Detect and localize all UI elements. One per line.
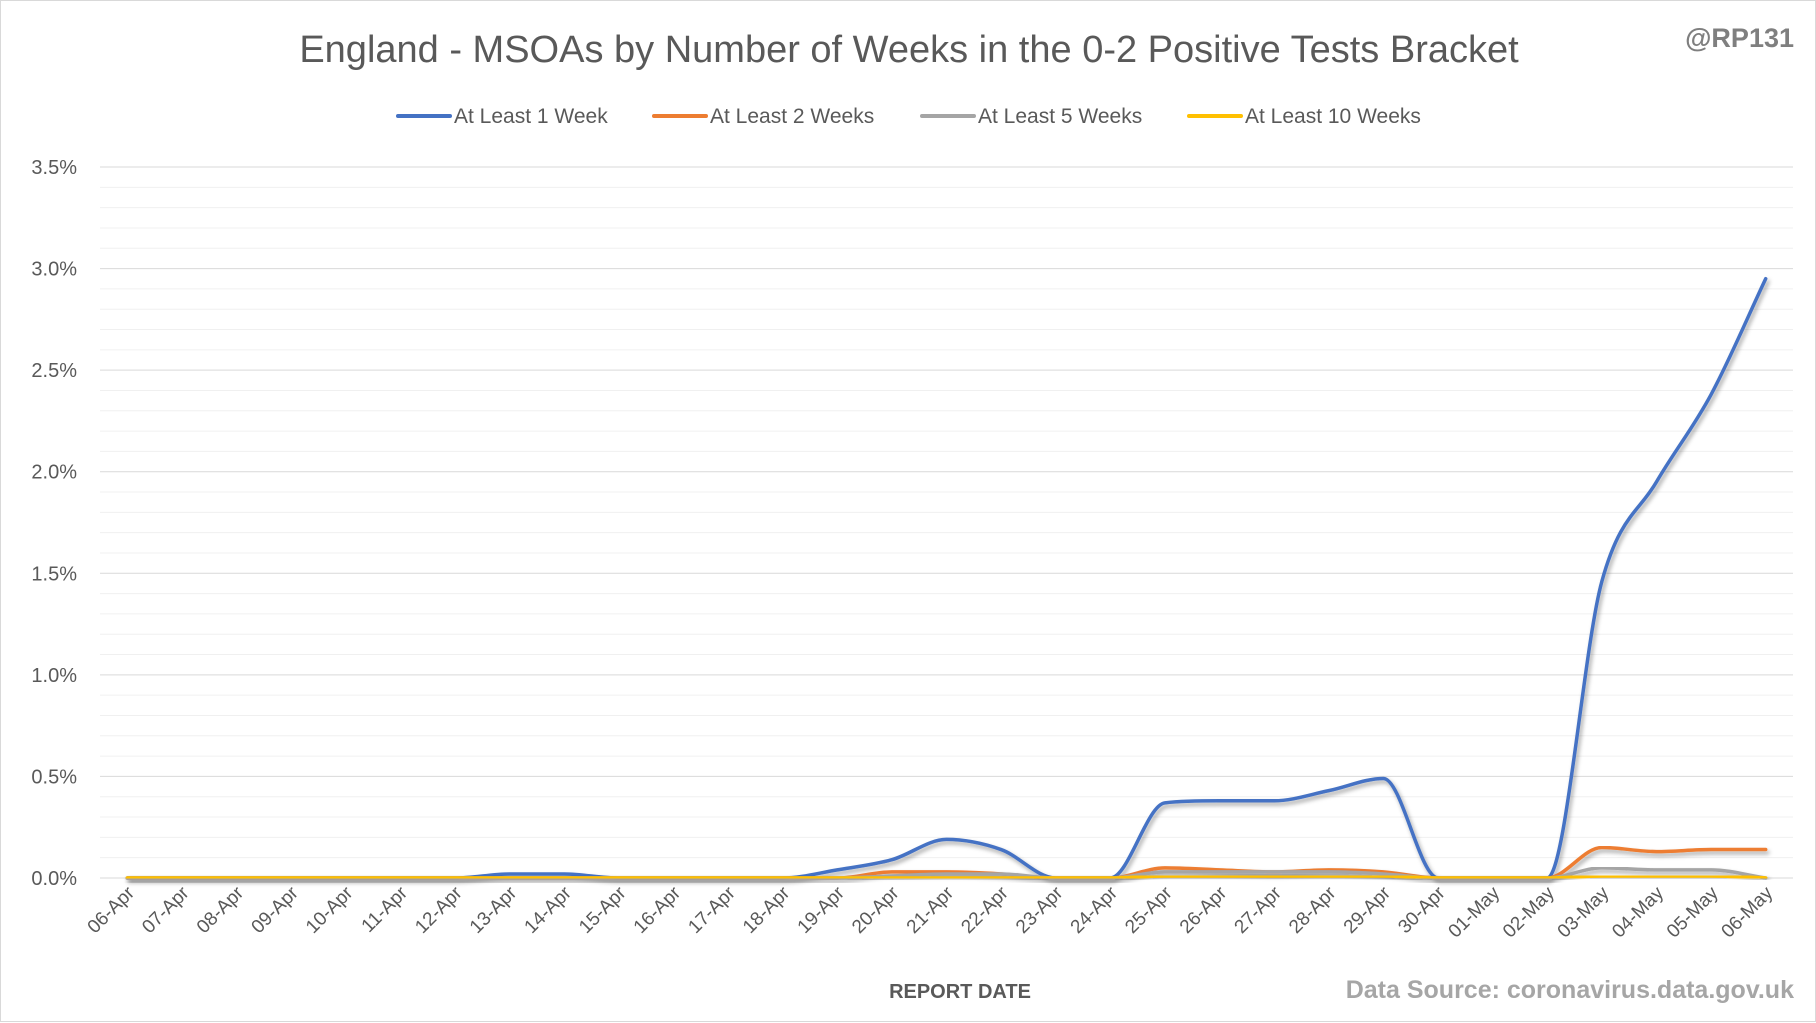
x-tick-label: 01-May: [1445, 882, 1505, 942]
x-tick-label: 05-May: [1663, 882, 1723, 942]
x-tick-label: 29-Apr: [1340, 882, 1396, 938]
legend: At Least 1 Week At Least 2 Weeks At Least …: [396, 105, 1421, 128]
x-tick-label: 16-Apr: [630, 882, 686, 938]
y-tick-label: 2.5%: [31, 360, 77, 382]
x-tick-label: 21-Apr: [903, 882, 959, 938]
x-tick-label: 02-May: [1499, 882, 1559, 942]
x-tick-label: 27-Apr: [1231, 882, 1287, 938]
x-tick-label: 07-Apr: [138, 882, 194, 938]
y-axis-tick-labels: 0.0% 0.5% 1.0% 1.5% 2.0% 2.5% 3.0% 3.5%: [31, 157, 77, 890]
x-tick-label: 25-Apr: [1121, 882, 1177, 938]
author-handle: @RP131: [1685, 23, 1794, 53]
major-gridlines: [100, 166, 1793, 777]
x-tick-label: 11-Apr: [358, 882, 413, 937]
x-tick-label: 26-Apr: [1176, 882, 1232, 938]
x-tick-label: 03-May: [1554, 882, 1614, 942]
x-tick-label: 19-Apr: [794, 882, 850, 938]
x-tick-label: 20-Apr: [848, 882, 904, 938]
x-tick-label: 08-Apr: [193, 882, 249, 938]
y-tick-label: 1.0%: [31, 665, 77, 687]
legend-label-at-least-1-week: At Least 1 Week: [454, 105, 608, 128]
y-tick-label: 0.5%: [31, 766, 77, 788]
x-axis-label: REPORT DATE: [889, 981, 1031, 1003]
legend-label-at-least-5-weeks: At Least 5 Weeks: [978, 105, 1142, 128]
x-tick-label: 06-May: [1718, 882, 1778, 942]
data-source-note: Data Source: coronavirus.data.gov.uk: [1346, 976, 1794, 1004]
x-tick-label: 24-Apr: [1067, 882, 1123, 938]
minor-gridlines: [100, 186, 1793, 859]
x-tick-label: 14-Apr: [521, 882, 577, 938]
series-lines: [125, 276, 1768, 880]
x-tick-label: 17-Apr: [684, 882, 740, 938]
legend-label-at-least-10-weeks: At Least 10 Weeks: [1245, 105, 1421, 128]
x-tick-label: 10-Apr: [302, 882, 358, 938]
x-tick-label: 09-Apr: [248, 882, 304, 938]
y-tick-label: 3.0%: [31, 259, 77, 281]
series-line-at-least-10-weeks: [125, 874, 1768, 880]
x-tick-label: 13-Apr: [466, 882, 522, 938]
x-tick-label: 28-Apr: [1285, 882, 1341, 938]
x-tick-label: 12-Apr: [411, 882, 467, 938]
legend-label-at-least-2-weeks: At Least 2 Weeks: [710, 105, 874, 128]
x-tick-label: 15-Apr: [575, 882, 631, 938]
x-tick-label: 23-Apr: [1012, 882, 1068, 938]
y-tick-label: 3.5%: [31, 157, 77, 179]
y-tick-label: 1.5%: [31, 563, 77, 585]
series-line-at-least-1-week: [125, 276, 1768, 880]
x-tick-label: 06-Apr: [84, 882, 140, 938]
x-tick-label: 04-May: [1608, 882, 1668, 942]
x-axis-tick-labels: 06-Apr 07-Apr 08-Apr 09-Apr 10-Apr 11-Apr 12-A…: [84, 882, 1778, 942]
y-tick-label: 2.0%: [31, 462, 77, 484]
x-tick-label: 22-Apr: [957, 882, 1013, 938]
x-tick-label: 18-Apr: [739, 882, 795, 938]
chart-title: England - MSOAs by Number of Weeks in th…: [299, 29, 1519, 71]
y-tick-label: 0.0%: [31, 868, 77, 890]
x-tick-label: 30-Apr: [1394, 882, 1450, 938]
